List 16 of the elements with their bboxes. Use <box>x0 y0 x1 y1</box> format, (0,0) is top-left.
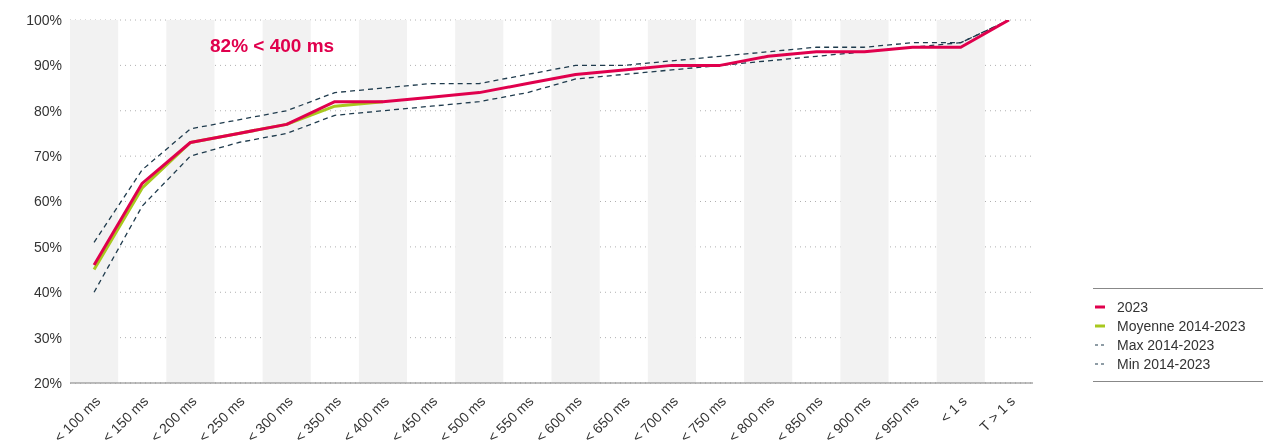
legend-label: Min 2014-2023 <box>1117 355 1211 372</box>
y-tick-label: 40% <box>33 284 62 301</box>
x-tick-label: < 1 s <box>936 392 970 426</box>
legend-label: Max 2014-2023 <box>1117 336 1215 353</box>
y-tick-label: 80% <box>33 102 62 119</box>
y-tick-label: 70% <box>33 148 62 165</box>
legend-label: 2023 <box>1117 298 1149 315</box>
legend-label: Moyenne 2014-2023 <box>1117 317 1246 334</box>
annotation: 82% < 400 ms <box>210 35 335 57</box>
y-tick-label: 20% <box>33 374 62 391</box>
x-tick-label: T > 1 s <box>976 392 1019 435</box>
y-tick-label: 60% <box>33 193 62 210</box>
y-tick-label: 100% <box>26 11 62 28</box>
y-tick-label: 30% <box>33 329 62 346</box>
y-tick-label: 50% <box>33 238 62 255</box>
y-tick-label: 90% <box>33 57 62 74</box>
